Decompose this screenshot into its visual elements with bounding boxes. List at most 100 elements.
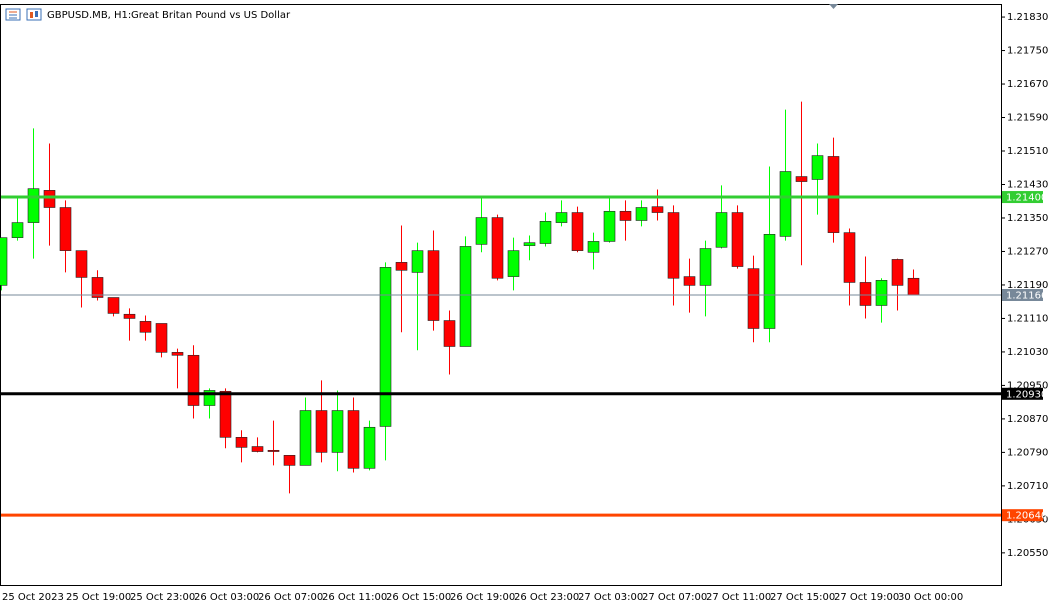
y-tick-label: 1.21030 [1007,347,1048,358]
candle-body [667,212,680,279]
chart-subtitle: Great Britan Pound vs US Dollar [131,10,291,21]
level-label-box [1002,289,1043,301]
candle-body [379,267,392,427]
candle-body [107,297,120,314]
candle-body [699,248,712,286]
candle-body [123,313,136,319]
candle-body [603,210,616,242]
candle-body [539,221,552,244]
x-tick-label: 26 Oct 23:00 [514,592,579,603]
x-tick-label: 27 Oct 03:00 [578,592,643,603]
level-label: 1.20640 [1006,511,1047,522]
candle-body [411,250,424,273]
candle-body [235,437,248,448]
candle-body [11,222,24,238]
y-tick-label: 1.20550 [1007,548,1048,559]
candle-body [635,207,648,221]
y-tick-label: 1.21270 [1007,246,1048,257]
candle-body [747,268,760,329]
candle-body [875,280,888,306]
candle-body [187,354,200,406]
candle-body [555,212,568,223]
candle-body [907,277,920,296]
candle-body [203,390,216,406]
candle-body [571,212,584,251]
x-tick-label: 27 Oct 15:00 [770,592,835,603]
chart-icon-bar [30,12,33,18]
candle-body [859,282,872,306]
candle-body [491,217,504,279]
x-tick-label: 27 Oct 07:00 [642,592,707,603]
candle-body [779,171,792,237]
x-tick-label: 26 Oct 07:00 [258,592,323,603]
toolbar-icons [5,8,42,21]
candle-body [299,410,312,466]
candle-body [251,446,264,452]
x-tick-label: 27 Oct 11:00 [706,592,771,603]
y-tick-label: 1.20790 [1007,447,1048,458]
y-tick-label: 1.20870 [1007,414,1048,425]
x-tick-label: 26 Oct 15:00 [386,592,451,603]
candle-body [843,232,856,283]
y-tick-label: 1.21110 [1007,313,1048,324]
chart-title: GBPUSD.MB, H1: [47,10,131,21]
x-tick-label: 25 Oct 2023 [2,592,64,603]
candle-body [75,250,88,278]
candle-body [587,241,600,253]
candle-body [43,190,56,208]
candle-body [443,320,456,347]
candle-body [891,259,904,286]
candle-body [619,210,632,221]
candle-body [811,155,824,180]
candle-body [331,410,344,453]
y-tick-label: 1.21510 [1007,146,1048,157]
candle-body [827,156,840,233]
candle-body [763,234,776,329]
candle-body [715,212,728,248]
candle-body [507,250,520,277]
x-tick-label: 26 Oct 19:00 [450,592,515,603]
x-tick-label: 26 Oct 11:00 [322,592,387,603]
level-label-box [1002,191,1043,204]
level-label-box [1002,509,1043,522]
y-tick-label: 1.20950 [1007,380,1048,391]
y-tick-label: 1.21830 [1007,12,1048,23]
candle-body [283,455,296,466]
candle-body [59,207,72,251]
x-tick-label: 25 Oct 19:00 [66,592,131,603]
x-tick-label: 26 Oct 03:00 [194,592,259,603]
candle-body [731,212,744,267]
candle-body [267,449,280,452]
level-label: 1.20930 [1006,389,1047,400]
y-tick-label: 1.21190 [1007,280,1048,291]
candle-body [171,352,184,356]
x-tick-label: 30 Oct 00:00 [898,592,963,603]
candle-body [523,242,536,246]
x-tick-label: 25 Oct 23:00 [130,592,195,603]
chart-icon-bar [35,11,38,17]
candle-body [459,246,472,347]
candle-body [219,390,232,438]
level-label-box [1002,387,1043,400]
candle-body [651,206,664,213]
candle-body [0,237,8,286]
candle-body [315,410,328,453]
y-tick-label: 1.21350 [1007,213,1048,224]
y-tick-label: 1.21430 [1007,179,1048,190]
y-tick-label: 1.21670 [1007,79,1048,90]
candle-body [395,262,408,271]
shift-marker [829,4,838,9]
candle-body [427,250,440,321]
candle-body [139,321,152,333]
level-label: 1.21166 [1006,291,1047,302]
level-label: 1.21400 [1006,193,1047,204]
candle-body [475,217,488,245]
candle-body [347,410,360,469]
x-tick-label: 27 Oct 19:00 [834,592,899,603]
candle-body [91,277,104,298]
candle-body [363,426,376,469]
candle-body [683,276,696,286]
chart-icon [26,8,42,21]
